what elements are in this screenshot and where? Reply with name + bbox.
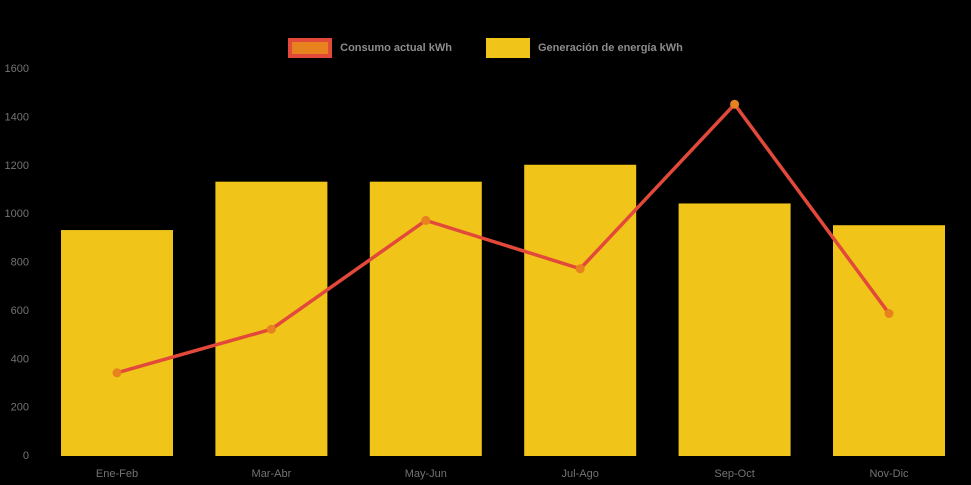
y-axis-tick-label: 600 xyxy=(11,305,29,317)
x-axis-category-label: Nov-Dic xyxy=(869,468,909,480)
consumo-series-swatch-icon xyxy=(288,38,333,58)
generacion-series-swatch-icon xyxy=(485,38,530,58)
chart-legend: Consumo actual kWh Generación de energía… xyxy=(0,38,971,58)
bar-ene-feb[interactable] xyxy=(61,230,173,456)
x-axis-category-label: Sep-Oct xyxy=(714,468,754,480)
y-axis-tick-label: 400 xyxy=(11,353,29,365)
line-point-marker-ene-feb[interactable] xyxy=(112,368,122,378)
y-axis-tick-label: 800 xyxy=(11,257,29,269)
legend-label-consumo: Consumo actual kWh xyxy=(340,42,452,54)
bar-may-jun[interactable] xyxy=(369,181,482,456)
line-point-marker-may-jun[interactable] xyxy=(421,215,431,225)
y-axis-tick-label: 0 xyxy=(23,450,29,462)
y-axis-tick-label: 1400 xyxy=(5,111,29,123)
line-point-marker-sep-oct[interactable] xyxy=(730,99,740,109)
legend-label-generacion: Generación de energía kWh xyxy=(537,42,683,54)
y-axis-tick-label: 200 xyxy=(11,402,29,414)
x-axis-category-label: May-Jun xyxy=(405,468,447,480)
line-point-marker-jul-ago[interactable] xyxy=(575,264,585,274)
bar-jul-ago[interactable] xyxy=(524,164,637,456)
x-axis-category-label: Ene-Feb xyxy=(96,468,138,480)
x-axis-category-label: Jul-Ago xyxy=(562,468,599,480)
line-point-marker-nov-dic[interactable] xyxy=(884,309,894,319)
legend-item-consumo[interactable]: Consumo actual kWh xyxy=(288,38,452,58)
bar-sep-oct[interactable] xyxy=(678,203,791,456)
y-axis-tick-label: 1200 xyxy=(5,160,29,172)
line-point-marker-mar-abr[interactable] xyxy=(266,324,276,334)
consumo-line xyxy=(115,102,891,375)
legend-item-generacion[interactable]: Generación de energía kWh xyxy=(485,38,683,58)
x-axis-category-label: Mar-Abr xyxy=(252,468,292,480)
bar-mar-abr[interactable] xyxy=(215,181,328,456)
y-axis-tick-label: 1000 xyxy=(5,208,29,220)
y-axis-tick-label: 1600 xyxy=(5,63,29,75)
